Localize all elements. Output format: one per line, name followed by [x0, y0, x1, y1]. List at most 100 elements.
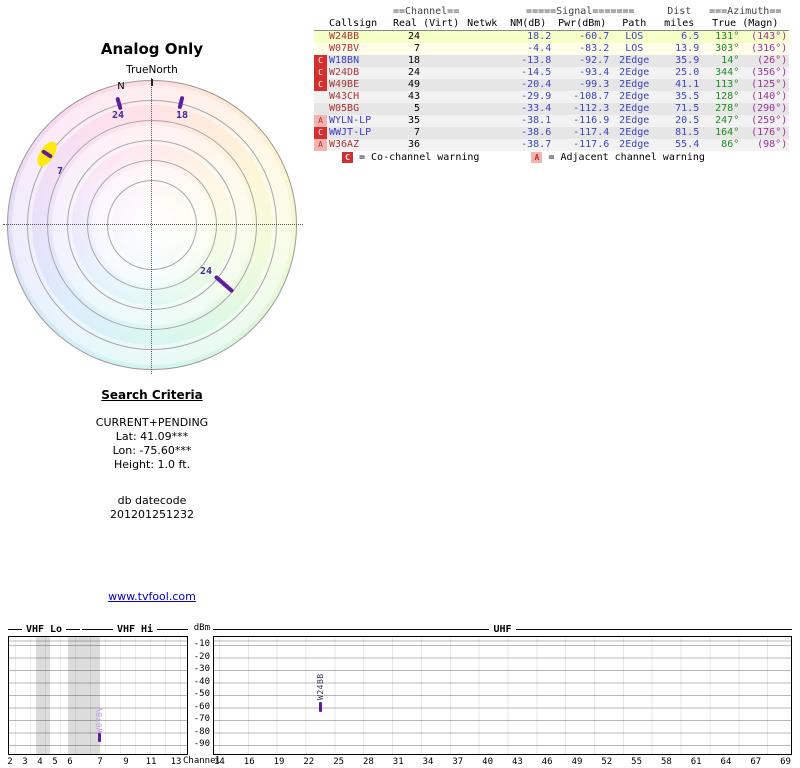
polar-ring — [87, 160, 217, 290]
path-cell: 2Edge — [619, 127, 650, 138]
azimuth-true-cell: 131° — [715, 31, 740, 42]
callsign-cell[interactable]: W43CH — [329, 91, 360, 102]
header-line — [157, 629, 188, 630]
azimuth-true-cell: 86° — [721, 139, 740, 150]
warning-flag: C — [314, 67, 327, 79]
group-header-signal: =====Signal======= — [526, 6, 635, 17]
network-cell — [461, 67, 503, 79]
callsign-cell[interactable]: WWJT-LP — [329, 127, 372, 138]
channel-axis-label: Channel — [183, 756, 221, 766]
channel-tick-label: 40 — [482, 757, 494, 767]
channel-tick-label: 67 — [750, 757, 762, 767]
miles-cell: 55.4 — [675, 139, 700, 150]
channel-virt-cell — [422, 127, 461, 139]
path-cell: LOS — [625, 31, 644, 42]
channel-real-cell: 24 — [407, 31, 420, 42]
channel-tick-label: 61 — [690, 757, 702, 767]
channel-real-cell: 36 — [407, 139, 420, 150]
col-header-miles: miles — [657, 18, 702, 31]
tvfool-link[interactable]: www.tvfool.com — [108, 590, 196, 603]
pwr-cell: -99.3 — [579, 79, 610, 90]
polar-marker-label-w24db: 24 — [111, 110, 125, 121]
network-cell — [461, 127, 503, 139]
pwr-cell: -83.2 — [579, 43, 610, 54]
search-height: Height: 1.0 ft. — [113, 458, 191, 471]
polar-azimuth-plot: N 24 18 7 24 — [3, 78, 303, 374]
callsign-cell[interactable]: W49BE — [329, 79, 360, 90]
polar-ring — [67, 140, 237, 310]
table-row: C W49BE 49 -20.4 -99.3 2Edge 41.1 113° (… — [314, 79, 790, 91]
channel-virt-cell — [422, 67, 461, 79]
azimuth-magn-cell: (316°) — [751, 43, 788, 54]
azimuth-true-cell: 303° — [715, 43, 740, 54]
warning-flag — [314, 103, 327, 115]
polar-ring — [27, 100, 277, 350]
callsign-cell[interactable]: W24DB — [329, 67, 360, 78]
search-lat: Lat: 41.09*** — [115, 430, 189, 443]
azimuth-true-cell: 113° — [715, 79, 740, 90]
path-cell: 2Edge — [619, 91, 650, 102]
network-cell — [461, 91, 503, 103]
miles-cell: 6.5 — [681, 31, 700, 42]
callsign-cell[interactable]: W18BN — [329, 55, 360, 66]
header-line — [82, 629, 113, 630]
group-header-azimuth: ===Azimuth== — [709, 6, 782, 17]
azimuth-true-cell: 128° — [715, 91, 740, 102]
callsign-cell[interactable]: W07BV — [329, 43, 360, 54]
header-line — [8, 629, 22, 630]
signal-marker-w07bv — [98, 733, 101, 742]
table-row: C W24DB 24 -14.5 -93.4 2Edge 25.0 344° (… — [314, 67, 790, 79]
dbm-tick-label: -80 — [193, 727, 210, 737]
dbm-tick-label: -70 — [193, 714, 210, 724]
polar-ring — [107, 180, 197, 270]
channel-virt-cell — [422, 103, 461, 115]
callsign-cell[interactable]: W24BB — [329, 31, 360, 42]
table-row: W07BV 7 -4.4 -83.2 LOS 13.9 303° (316°) — [314, 43, 790, 55]
path-cell: 2Edge — [619, 67, 650, 78]
nm-cell: -33.4 — [521, 103, 552, 114]
azimuth-magn-cell: (125°) — [751, 79, 788, 90]
nm-cell: 18.2 — [527, 31, 552, 42]
channel-virt-cell — [422, 55, 461, 67]
polar-plot-title: Analog Only — [100, 40, 204, 58]
callsign-cell[interactable]: WYLN-LP — [329, 115, 372, 126]
channel-tick-label: 46 — [541, 757, 553, 767]
callsign-cell[interactable]: W36AZ — [329, 139, 360, 150]
channel-virt-cell — [422, 91, 461, 103]
nm-cell: -38.1 — [521, 115, 552, 126]
col-header-netwk: Netwk — [461, 18, 504, 31]
nm-cell: -13.8 — [521, 55, 552, 66]
adjacent-channel-flag-icon: A — [531, 152, 543, 163]
channel-tick-label: 34 — [422, 757, 434, 767]
search-mode: CURRENT+PENDING — [95, 416, 209, 429]
channel-tick-label: 64 — [720, 757, 732, 767]
channel-tick-label: 55 — [631, 757, 642, 767]
spectrum-gap-band — [36, 637, 50, 754]
path-cell: 2Edge — [619, 55, 650, 66]
uhf-channel-ticks: 14 16 19 22 25 28 31 34 37 40 43 46 49 5… — [214, 757, 791, 767]
network-cell — [461, 31, 503, 44]
channel-real-cell: 24 — [407, 67, 420, 78]
pwr-cell: -108.7 — [573, 91, 610, 102]
channel-real-cell: 49 — [407, 79, 420, 90]
channel-tick-label: 28 — [362, 757, 374, 767]
azimuth-true-cell: 278° — [715, 103, 740, 114]
path-cell: 2Edge — [619, 115, 650, 126]
callsign-cell[interactable]: W05BG — [329, 103, 360, 114]
channel-virt-cell — [422, 79, 461, 91]
group-header-dist: Dist — [667, 6, 692, 17]
co-channel-legend-text: = Co-channel warning — [359, 152, 480, 163]
vhf-hi-label: VHF Hi — [116, 624, 154, 635]
channel-tick-label: 2 — [7, 757, 13, 767]
dbm-tick-label: -20 — [193, 652, 210, 662]
dbm-tick-label: -40 — [193, 677, 210, 687]
dbm-tick-label: -60 — [193, 702, 210, 712]
channel-virt-cell — [422, 31, 461, 44]
azimuth-true-cell: 14° — [721, 55, 740, 66]
azimuth-magn-cell: (26°) — [757, 55, 788, 66]
azimuth-true-cell: 247° — [715, 115, 740, 126]
site-link-wrap: www.tvfool.com — [52, 590, 252, 603]
north-label: N — [117, 81, 125, 92]
signal-marker-w24bb — [319, 702, 322, 712]
polar-crosshair-vertical — [151, 78, 152, 374]
